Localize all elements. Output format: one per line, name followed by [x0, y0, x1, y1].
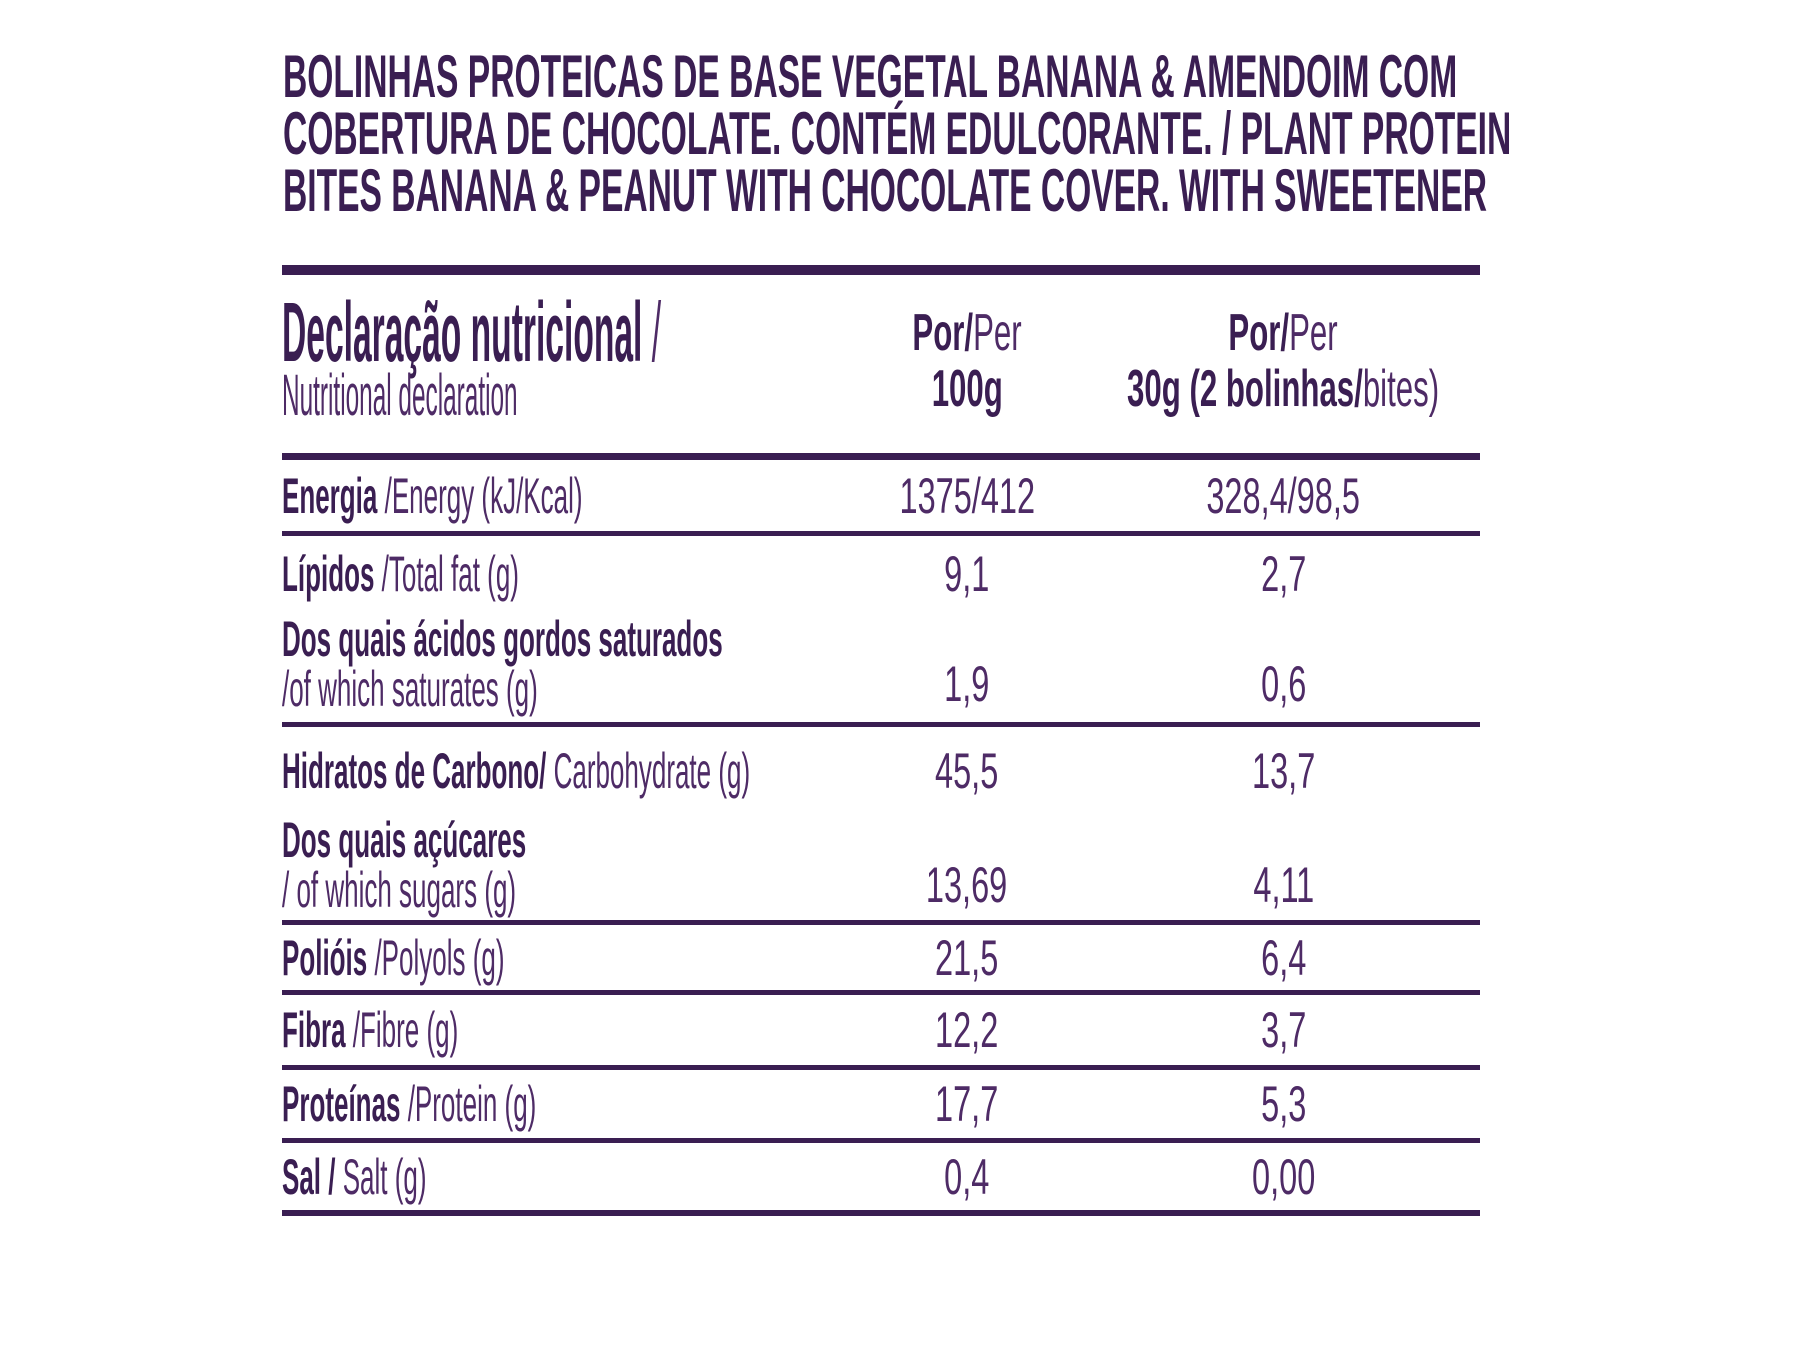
row-label-en: / of which sugars (g): [282, 862, 517, 918]
value-proteinas-per-100g: 17,7: [935, 1076, 999, 1132]
row-label-pt: Hidratos de Carbono/: [282, 743, 547, 799]
table-title-en-line: Nutritional declaration: [282, 363, 802, 428]
value-saturados-per-100g: 1,9: [944, 656, 990, 712]
value-hidratos-per-30g: 13,7: [1251, 743, 1316, 799]
table-title-pt: Declaração nutricional: [282, 285, 643, 379]
value-energia-per-100g: 1375/412: [899, 467, 1035, 524]
value-hidratos-per-100g: 45,5: [935, 743, 999, 799]
per30-por: Por/: [1228, 304, 1290, 362]
value-acucares-per-100g: 13,69: [926, 857, 1008, 913]
col-header-per-100g: Por/Per 100g: [802, 275, 1132, 417]
row-label-pt: Fibra: [282, 1002, 353, 1058]
table-row-poliois: Polióis /Polyols (g) 21,5 6,4: [282, 925, 1480, 995]
value-fibra-per-30g: 3,7: [1260, 1002, 1307, 1058]
row-label-saturados: Dos quais ácidos gordos saturados /of wh…: [282, 614, 802, 722]
row-label-en: /Polyols (g): [374, 929, 505, 986]
row-label-en: /Fibre (g): [352, 1002, 459, 1058]
value-energia-per-30g: 328,4/98,5: [1206, 467, 1361, 524]
row-label-sal: Sal / Salt (g): [282, 1151, 802, 1203]
col-header-per-30g: Por/Per 30g (2 bolinhas/bites): [1127, 275, 1480, 418]
row-label-pt: Lípidos: [282, 546, 382, 602]
nutrition-table: Declaração nutricional / Nutritional dec…: [282, 265, 1480, 1216]
row-label-poliois: Polióis /Polyols (g): [282, 932, 802, 984]
table-row-hidratos: Hidratos de Carbono/ Carbohydrate (g) 45…: [282, 727, 1480, 815]
per30-per: Per: [1289, 304, 1339, 362]
row-label-energia: Energia /Energy (kJ/Kcal): [282, 470, 802, 522]
value-sal-per-30g: 0,00: [1251, 1148, 1316, 1205]
table-row-acucares: Dos quais açúcares / of which sugars (g)…: [282, 815, 1480, 925]
table-row-lipidos: Lípidos /Total fat (g) 9,1 2,7: [282, 536, 1480, 612]
table-row-fibra: Fibra /Fibre (g) 12,2 3,7: [282, 995, 1480, 1070]
table-title-pt-line: Declaração nutricional /: [282, 289, 802, 375]
value-acucares-per-30g: 4,11: [1253, 857, 1314, 913]
row-label-en: /Energy (kJ/Kcal): [384, 467, 583, 524]
value-fibra-per-100g: 12,2: [935, 1002, 999, 1058]
per100-amount: 100g: [931, 360, 1003, 418]
product-title: BOLINHAS PROTEICAS DE BASE VEGETAL BANAN…: [283, 43, 1803, 224]
value-poliois-per-30g: 6,4: [1260, 929, 1307, 986]
row-label-acucares: Dos quais açúcares / of which sugars (g): [282, 815, 802, 923]
product-title-line-2: COBERTURA DE CHOCOLATE. CONTÉM EDULCORAN…: [283, 100, 1512, 167]
value-proteinas-per-30g: 5,3: [1260, 1076, 1307, 1132]
per100-per: Per: [973, 304, 1022, 362]
product-title-line-3: BITES BANANA & PEANUT WITH CHOCOLATE COV…: [283, 157, 1487, 224]
row-label-en: Salt (g): [342, 1148, 427, 1205]
row-label-lipidos: Lípidos /Total fat (g): [282, 548, 802, 600]
value-poliois-per-100g: 21,5: [935, 929, 999, 986]
value-sal-per-100g: 0,4: [944, 1148, 990, 1205]
row-label-pt: Sal /: [282, 1148, 343, 1205]
row-label-pt: Proteínas: [282, 1076, 408, 1132]
row-label-en: Carbohydrate (g): [546, 743, 751, 799]
row-label-proteinas: Proteínas /Protein (g): [282, 1078, 802, 1130]
table-row-saturados: Dos quais ácidos gordos saturados /of wh…: [282, 612, 1480, 727]
table-title-en: Nutritional declaration: [282, 363, 518, 428]
table-row-energia: Energia /Energy (kJ/Kcal) 1375/412 328,4…: [282, 460, 1480, 536]
table-title-cell: Declaração nutricional / Nutritional dec…: [282, 275, 802, 428]
row-label-pt: Dos quais ácidos gordos saturados: [282, 611, 723, 667]
table-row-sal: Sal / Salt (g) 0,4 0,00: [282, 1143, 1480, 1216]
value-lipidos-per-30g: 2,7: [1260, 546, 1307, 602]
per30-amount-light: bites): [1363, 360, 1440, 418]
row-label-pt: Energia: [282, 467, 385, 524]
table-title-slash: /: [642, 285, 662, 379]
row-label-fibra: Fibra /Fibre (g): [282, 1004, 802, 1056]
table-header-row: Declaração nutricional / Nutritional dec…: [282, 275, 1480, 460]
per100-por: Por/: [912, 304, 974, 362]
table-row-proteinas: Proteínas /Protein (g) 17,7 5,3: [282, 1070, 1480, 1143]
row-label-en: /Protein (g): [407, 1076, 537, 1132]
value-saturados-per-30g: 0,6: [1260, 656, 1307, 712]
row-label-en: /Total fat (g): [381, 546, 519, 602]
row-label-hidratos: Hidratos de Carbono/ Carbohydrate (g): [282, 745, 802, 797]
product-title-line-1: BOLINHAS PROTEICAS DE BASE VEGETAL BANAN…: [283, 43, 1458, 110]
row-label-pt: Polióis: [282, 929, 375, 986]
row-label-pt: Dos quais açúcares: [282, 812, 527, 868]
per30-amount-bold: 30g (2 bolinhas/: [1127, 360, 1364, 418]
row-label-en: /of which saturates (g): [282, 661, 538, 717]
value-lipidos-per-100g: 9,1: [944, 546, 990, 602]
